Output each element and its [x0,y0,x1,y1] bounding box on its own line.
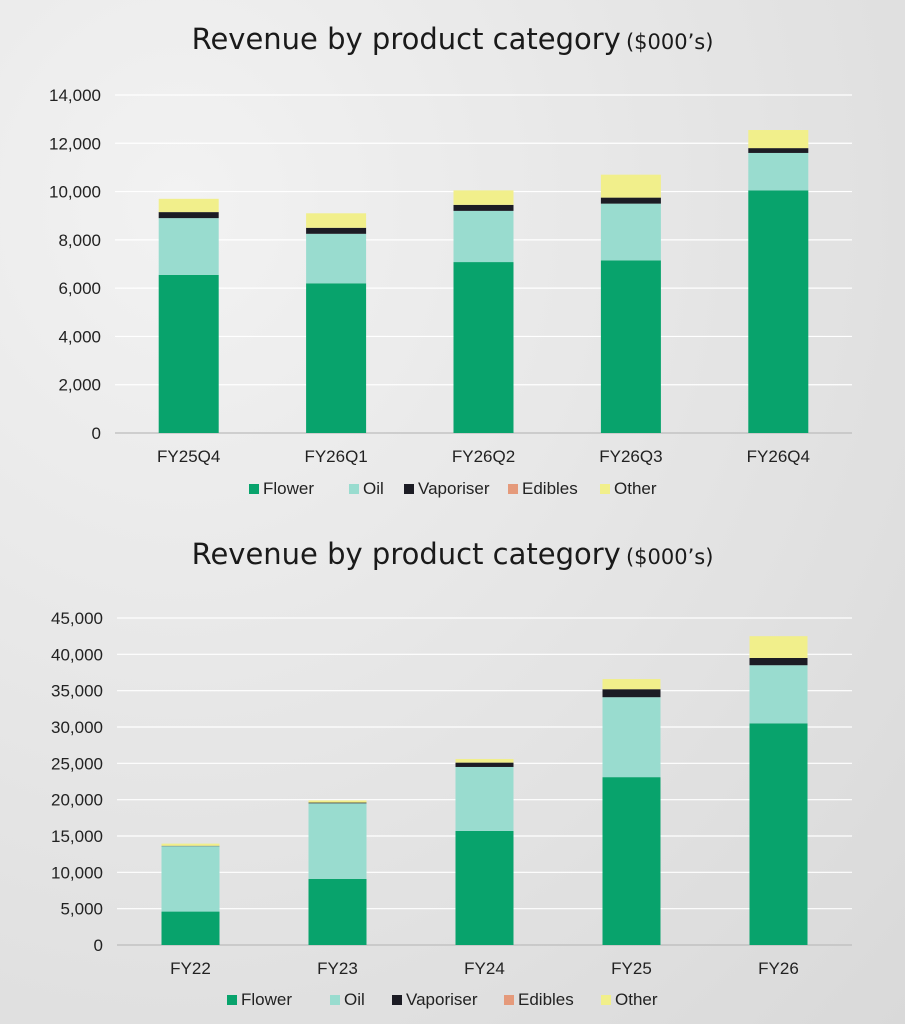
bar-segment-flower-fy26q4 [748,190,809,433]
y-tick-label: 2,000 [58,376,101,395]
bar-segment-flower-fy23 [308,878,367,945]
legend-swatch-other [600,484,610,494]
chart-title-main: Revenue by product category [191,537,621,571]
y-tick-label: 40,000 [51,645,103,664]
chart-title: Revenue by product category ($000’s) [0,22,905,56]
bar-segment-vaporiser-fy23 [308,802,367,804]
chart-title-unit: ($000’s) [625,30,714,54]
bar-segment-vaporiser-fy25 [602,689,661,698]
bar-segment-other-fy26q1 [306,213,367,228]
y-tick-label: 5,000 [60,900,103,919]
bar-segment-flower-fy25 [602,777,661,945]
chart-title: Revenue by product category ($000’s) [0,537,905,571]
bar-segment-oil-fy22 [161,846,220,912]
bar-segment-flower-fy22 [161,911,220,945]
legend-label-flower: Flower [241,990,292,1009]
x-tick-label: FY26Q4 [747,447,810,466]
y-tick-label: 12,000 [49,134,101,153]
bar-segment-oil-fy26 [749,665,808,724]
legend-label-vaporiser: Vaporiser [406,990,478,1009]
y-tick-label: 35,000 [51,682,103,701]
chart-svg: 0 2,000 4,000 6,000 8,000 10,000 12,000 14,000 F… [49,86,852,498]
bar-segment-oil-fy26q2 [453,210,514,263]
legend-swatch-oil [330,995,340,1005]
bar-segment-other-fy22 [161,843,220,846]
y-tick-label: 20,000 [51,791,103,810]
x-tick-label: FY22 [170,959,211,978]
bar-segment-other-fy26q4 [748,130,809,149]
bar-segment-flower-fy26 [749,723,808,945]
y-tick-label: 14,000 [49,86,101,105]
y-tick-label: 10,000 [49,183,101,202]
bar-segment-other-fy25q4 [158,198,219,213]
x-tick-label: FY25 [611,959,652,978]
bar-segment-flower-fy25q4 [158,274,219,433]
bar-segment-other-fy26q3 [600,174,661,198]
bar-segment-flower-fy26q2 [453,262,514,433]
legend-swatch-oil [349,484,359,494]
legend-swatch-flower [249,484,259,494]
x-tick-label: FY26Q3 [599,447,662,466]
bar-segment-vaporiser-fy26q4 [748,148,809,153]
y-tick-label: 4,000 [58,327,101,346]
bar-segment-oil-fy26q3 [600,203,661,261]
chart-title-unit: ($000’s) [625,545,714,569]
legend-label-other: Other [614,479,657,498]
y-tick-label: 15,000 [51,827,103,846]
bar-segment-vaporiser-fy26q2 [453,204,514,211]
legend-swatch-edibles [508,484,518,494]
legend-label-oil: Oil [344,990,365,1009]
bar-segment-flower-fy24 [455,830,514,945]
bar-segment-oil-fy26q1 [306,233,367,284]
legend-swatch-other [601,995,611,1005]
bar-segment-oil-fy26q4 [748,152,809,191]
bar-segment-vaporiser-fy25q4 [158,212,219,219]
bar-segment-flower-fy26q3 [600,260,661,433]
y-tick-label: 45,000 [51,609,103,628]
x-tick-label: FY26Q1 [304,447,367,466]
legend-swatch-flower [227,995,237,1005]
bar-segment-other-fy23 [308,800,367,803]
legend-label-vaporiser: Vaporiser [418,479,490,498]
x-tick-label: FY26 [758,959,799,978]
bar-segment-oil-fy25 [602,697,661,778]
bar-segment-other-fy26 [749,636,808,658]
x-tick-label: FY25Q4 [157,447,220,466]
bar-segment-other-fy26q2 [453,190,514,205]
x-tick-label: FY23 [317,959,358,978]
bar-segment-vaporiser-fy26 [749,657,808,666]
y-tick-label: 6,000 [58,279,101,298]
bar-segment-oil-fy23 [308,803,367,879]
legend-swatch-edibles [504,995,514,1005]
x-tick-label: FY26Q2 [452,447,515,466]
bar-segment-vaporiser-fy26q3 [600,197,661,204]
bar-segment-oil-fy24 [455,766,514,831]
bar-segment-other-fy24 [455,758,514,763]
legend-label-edibles: Edibles [518,990,574,1009]
x-tick-label: FY24 [464,959,505,978]
bar-segment-other-fy25 [602,679,661,690]
legend-label-other: Other [615,990,658,1009]
y-tick-label: 8,000 [58,231,101,250]
bar-segment-flower-fy26q1 [306,283,367,433]
y-tick-label: 10,000 [51,863,103,882]
legend-label-oil: Oil [363,479,384,498]
bar-segment-vaporiser-fy24 [455,762,514,767]
legend-swatch-vaporiser [404,484,414,494]
chart-title-main: Revenue by product category [191,22,621,56]
bar-segment-oil-fy25q4 [158,218,219,275]
y-tick-label: 30,000 [51,718,103,737]
y-tick-label: 0 [94,936,103,955]
bar-segment-vaporiser-fy26q1 [306,227,367,234]
legend-label-edibles: Edibles [522,479,578,498]
y-tick-label: 25,000 [51,754,103,773]
legend-swatch-vaporiser [392,995,402,1005]
y-tick-label: 0 [92,424,101,443]
legend-label-flower: Flower [263,479,314,498]
